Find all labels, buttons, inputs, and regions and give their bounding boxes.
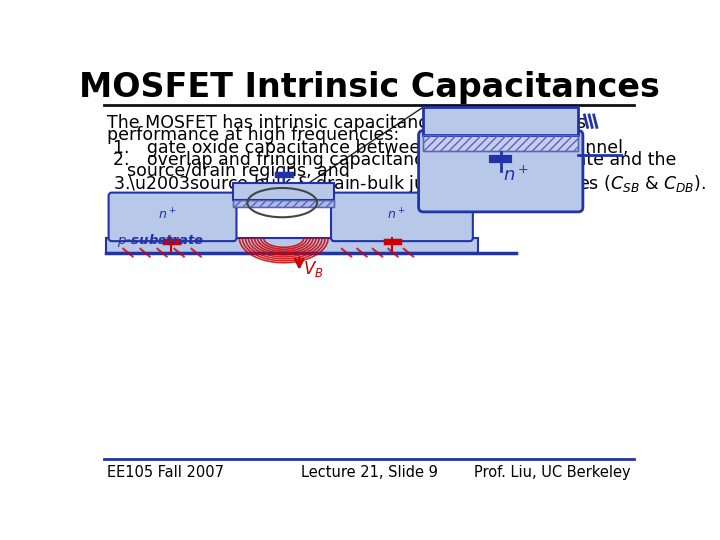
Bar: [106, 238, 477, 253]
Bar: [233, 200, 334, 207]
Text: EE105 Fall 2007: EE105 Fall 2007: [107, 465, 224, 480]
Bar: [423, 135, 578, 151]
Text: source/drain regions, and: source/drain regions, and: [127, 162, 350, 180]
Text: 2. overlap and fringing capacitances between the gate and the: 2. overlap and fringing capacitances bet…: [113, 151, 677, 169]
Text: $n^+$: $n^+$: [503, 166, 529, 185]
Text: performance at high frequencies:: performance at high frequencies:: [107, 126, 400, 144]
Bar: [233, 200, 334, 207]
FancyBboxPatch shape: [109, 193, 236, 241]
Text: $n^+$: $n^+$: [158, 207, 177, 222]
Text: 1. gate oxide capacitance between the gate and channel,: 1. gate oxide capacitance between the ga…: [113, 139, 629, 158]
Bar: [423, 107, 578, 135]
FancyBboxPatch shape: [331, 193, 473, 241]
Text: Prof. Liu, UC Berkeley: Prof. Liu, UC Berkeley: [474, 465, 631, 480]
Text: $n^+$: $n^+$: [387, 207, 405, 222]
Text: $p$-substrate: $p$-substrate: [117, 232, 204, 249]
Text: $V_B$: $V_B$: [303, 259, 324, 279]
FancyBboxPatch shape: [418, 131, 583, 212]
Bar: [233, 183, 334, 200]
Bar: [423, 135, 578, 151]
Text: 3.\u2003source-bulk & drain-bulk junction capacitances ($C_{SB}$ & $C_{DB}$).: 3.\u2003source-bulk & drain-bulk junctio…: [113, 173, 706, 195]
Text: Lecture 21, Slide 9: Lecture 21, Slide 9: [300, 465, 438, 480]
Text: The MOSFET has intrinsic capacitances which affect its: The MOSFET has intrinsic capacitances wh…: [107, 114, 586, 132]
Text: MOSFET Intrinsic Capacitances: MOSFET Intrinsic Capacitances: [78, 71, 660, 104]
